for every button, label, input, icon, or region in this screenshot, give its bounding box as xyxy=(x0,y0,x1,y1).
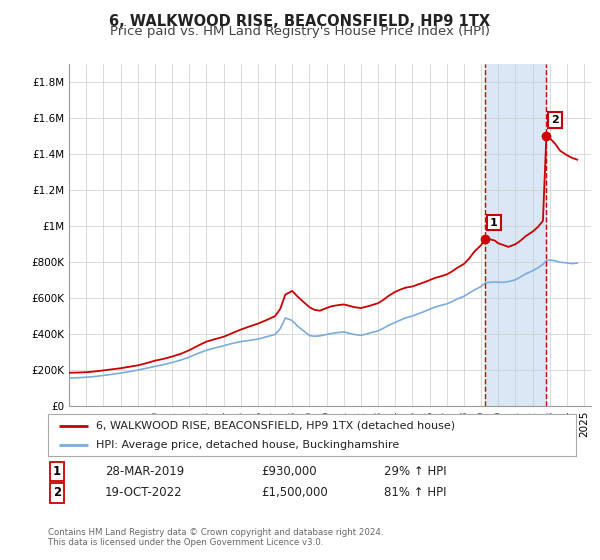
Text: Contains HM Land Registry data © Crown copyright and database right 2024.: Contains HM Land Registry data © Crown c… xyxy=(48,528,383,536)
Text: 28-MAR-2019: 28-MAR-2019 xyxy=(105,465,184,478)
Text: 1: 1 xyxy=(490,218,498,227)
Text: 19-OCT-2022: 19-OCT-2022 xyxy=(105,486,182,500)
Text: 81% ↑ HPI: 81% ↑ HPI xyxy=(384,486,446,500)
Text: This data is licensed under the Open Government Licence v3.0.: This data is licensed under the Open Gov… xyxy=(48,538,323,547)
Text: £930,000: £930,000 xyxy=(261,465,317,478)
Bar xyxy=(485,64,547,406)
Text: 6, WALKWOOD RISE, BEACONSFIELD, HP9 1TX (detached house): 6, WALKWOOD RISE, BEACONSFIELD, HP9 1TX … xyxy=(95,421,455,431)
Text: £1,500,000: £1,500,000 xyxy=(261,486,328,500)
Text: HPI: Average price, detached house, Buckinghamshire: HPI: Average price, detached house, Buck… xyxy=(95,440,399,450)
Text: Price paid vs. HM Land Registry's House Price Index (HPI): Price paid vs. HM Land Registry's House … xyxy=(110,25,490,38)
Text: 2: 2 xyxy=(551,115,559,125)
Text: 2: 2 xyxy=(53,486,61,500)
Text: 1: 1 xyxy=(53,465,61,478)
Text: 6, WALKWOOD RISE, BEACONSFIELD, HP9 1TX: 6, WALKWOOD RISE, BEACONSFIELD, HP9 1TX xyxy=(109,14,491,29)
Text: 29% ↑ HPI: 29% ↑ HPI xyxy=(384,465,446,478)
